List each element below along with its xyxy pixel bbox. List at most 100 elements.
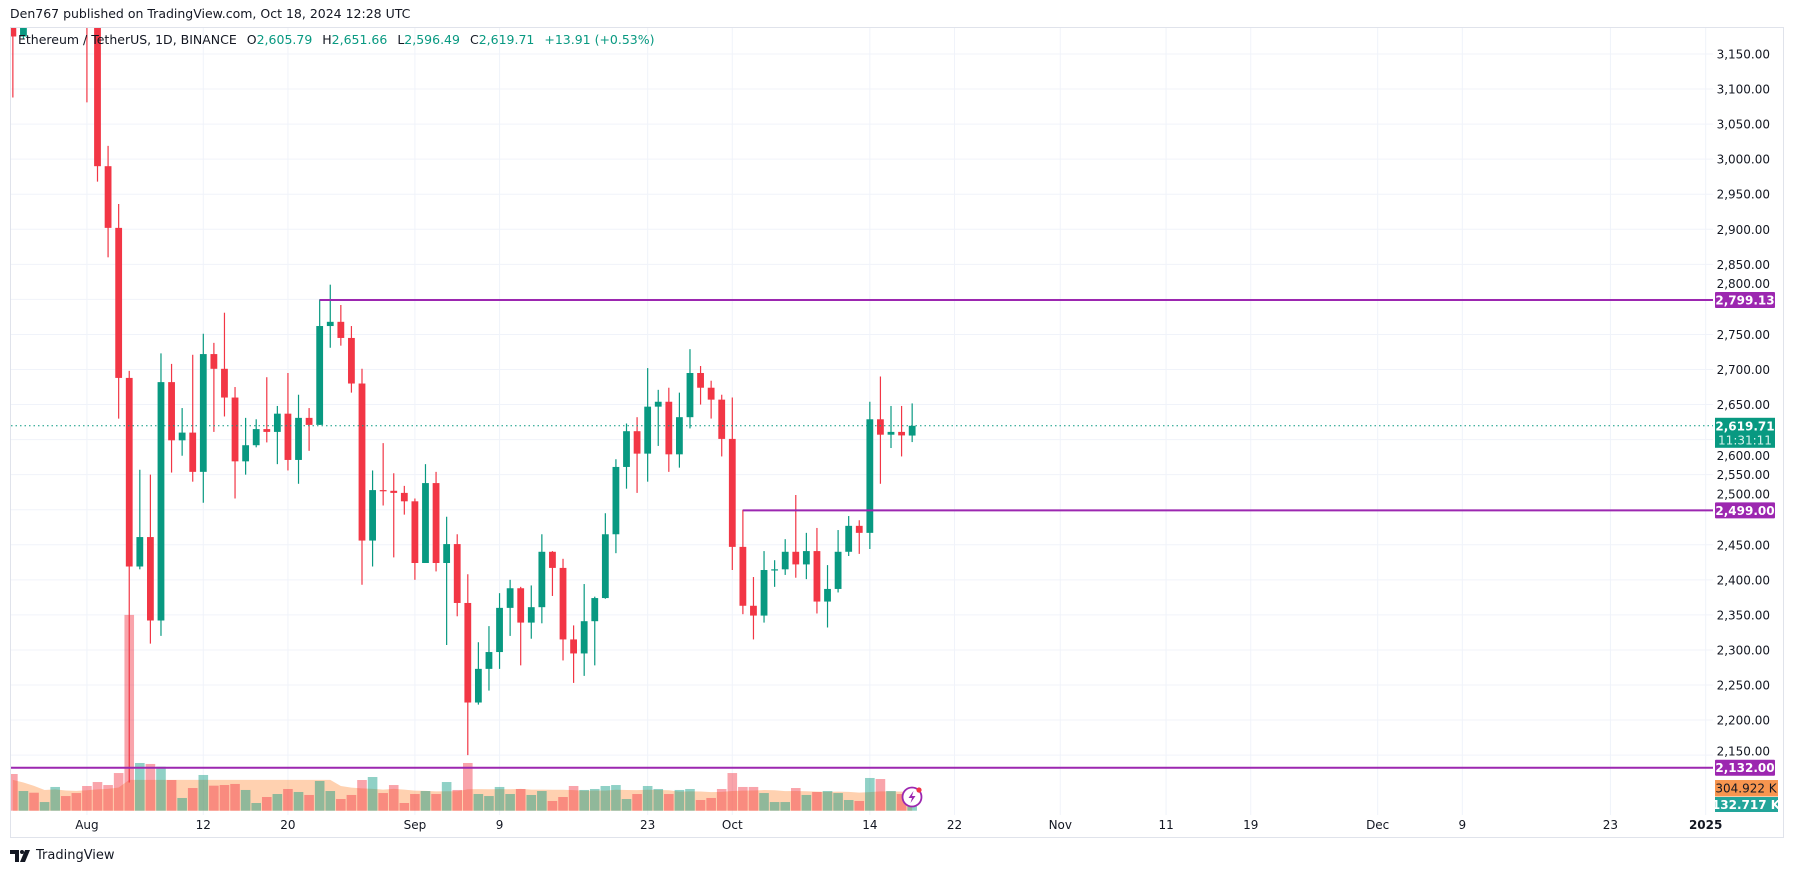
- candle-body[interactable]: [221, 368, 228, 398]
- candle-body[interactable]: [728, 438, 736, 547]
- candle-body[interactable]: [506, 588, 514, 608]
- candle-body[interactable]: [496, 607, 503, 653]
- candle-body[interactable]: [422, 483, 429, 564]
- candle-body[interactable]: [686, 373, 694, 418]
- candle-body[interactable]: [326, 321, 334, 327]
- candle-body[interactable]: [739, 546, 747, 606]
- candle-body[interactable]: [284, 413, 292, 460]
- candle-body[interactable]: [707, 387, 715, 400]
- candle-body[interactable]: [379, 490, 387, 492]
- candle-body[interactable]: [9, 0, 17, 37]
- candle-body[interactable]: [136, 537, 144, 567]
- candle-body[interactable]: [390, 490, 398, 493]
- candle-body[interactable]: [485, 652, 493, 669]
- candle-body[interactable]: [147, 537, 154, 621]
- candle-body[interactable]: [358, 383, 366, 541]
- candle-body[interactable]: [178, 432, 186, 441]
- candle-body[interactable]: [104, 166, 112, 228]
- time-tick-label: 20: [280, 818, 295, 832]
- volume-bar: [293, 791, 304, 811]
- candle-body[interactable]: [432, 483, 440, 564]
- candle-body[interactable]: [644, 406, 652, 454]
- candle-body[interactable]: [443, 544, 451, 564]
- candle-body[interactable]: [908, 425, 916, 436]
- candle-body[interactable]: [295, 417, 302, 460]
- time-axis[interactable]: Aug 12 20 Sep 9 23 Oct 14 22 Nov 11 19 Dec 9 23 2025: [75, 818, 1722, 832]
- volume-bar: [113, 773, 124, 811]
- candle-body[interactable]: [845, 525, 853, 552]
- volume-bar: [29, 792, 39, 811]
- candle-body[interactable]: [824, 588, 831, 602]
- tradingview-logo[interactable]: TradingView: [10, 848, 115, 863]
- candle-body[interactable]: [570, 639, 577, 654]
- candle-body[interactable]: [453, 544, 461, 603]
- candle-body[interactable]: [771, 569, 779, 571]
- candle-body[interactable]: [168, 382, 175, 441]
- candle-body[interactable]: [802, 551, 810, 565]
- volume-bar: [388, 785, 399, 811]
- candle-body[interactable]: [527, 607, 535, 623]
- candle-body[interactable]: [877, 419, 884, 435]
- candle-body[interactable]: [538, 551, 546, 608]
- candle-body[interactable]: [750, 605, 757, 616]
- symbol-title[interactable]: Ethereum / TetherUS, 1D, BINANCE: [18, 32, 237, 47]
- volume-bar: [410, 794, 420, 811]
- candle-body[interactable]: [591, 598, 599, 622]
- candle-body[interactable]: [242, 445, 250, 462]
- candle-body[interactable]: [316, 326, 324, 425]
- candle-body[interactable]: [94, 17, 101, 167]
- candle-body[interactable]: [781, 551, 789, 570]
- candle-body[interactable]: [898, 431, 905, 436]
- candle-body[interactable]: [411, 501, 419, 564]
- candle-body[interactable]: [20, 0, 27, 37]
- candle-body[interactable]: [474, 668, 482, 703]
- candle-body[interactable]: [263, 429, 271, 432]
- candle-body[interactable]: [676, 417, 683, 455]
- candle-body[interactable]: [199, 354, 207, 472]
- candle-body[interactable]: [834, 551, 842, 589]
- candle-body[interactable]: [601, 534, 609, 599]
- candle-body[interactable]: [84, 0, 91, 17]
- candle-body[interactable]: [189, 432, 197, 472]
- plot-area[interactable]: [8, 0, 1713, 811]
- price-axis[interactable]: 2,150.00 2,200.00 2,250.00 2,300.00 2,350.00…: [1712, 48, 1781, 812]
- candle-body[interactable]: [887, 431, 895, 435]
- candle-body[interactable]: [210, 354, 218, 369]
- candle-body[interactable]: [273, 413, 281, 432]
- candle-body[interactable]: [760, 570, 768, 616]
- candle-body[interactable]: [549, 551, 556, 568]
- candle-body[interactable]: [612, 466, 620, 535]
- candle-body[interactable]: [697, 373, 704, 388]
- alert-lightning-icon[interactable]: [901, 786, 923, 808]
- volume-bar: [854, 800, 865, 811]
- candle-body[interactable]: [252, 429, 260, 446]
- candle-body[interactable]: [855, 525, 863, 533]
- candle-body[interactable]: [580, 621, 588, 654]
- candle-body[interactable]: [718, 399, 726, 439]
- candle-body[interactable]: [348, 337, 355, 384]
- candle-body[interactable]: [517, 588, 525, 623]
- candle-body[interactable]: [792, 551, 800, 565]
- candle-body[interactable]: [157, 382, 165, 621]
- candle-body[interactable]: [623, 431, 630, 467]
- candle-body[interactable]: [369, 490, 376, 541]
- candle-body[interactable]: [125, 377, 133, 567]
- candle-body[interactable]: [654, 401, 662, 407]
- candle-body[interactable]: [337, 321, 345, 338]
- volume-bar: [886, 791, 896, 811]
- candle-body[interactable]: [866, 419, 874, 533]
- candle-body[interactable]: [464, 602, 472, 703]
- candle-body[interactable]: [115, 227, 123, 378]
- volume-bar: [547, 800, 558, 811]
- candle-body[interactable]: [665, 401, 673, 455]
- candle-body[interactable]: [559, 567, 567, 640]
- volume-bar: [589, 788, 600, 811]
- grid: [11, 28, 1713, 815]
- chart-legend[interactable]: Ethereum / TetherUS, 1D, BINANCE O2,605.…: [18, 32, 655, 47]
- candle-body[interactable]: [633, 431, 641, 454]
- candle-body[interactable]: [305, 417, 313, 425]
- candle-body[interactable]: [231, 397, 239, 462]
- candle-body[interactable]: [400, 492, 408, 502]
- candle-body[interactable]: [813, 551, 821, 602]
